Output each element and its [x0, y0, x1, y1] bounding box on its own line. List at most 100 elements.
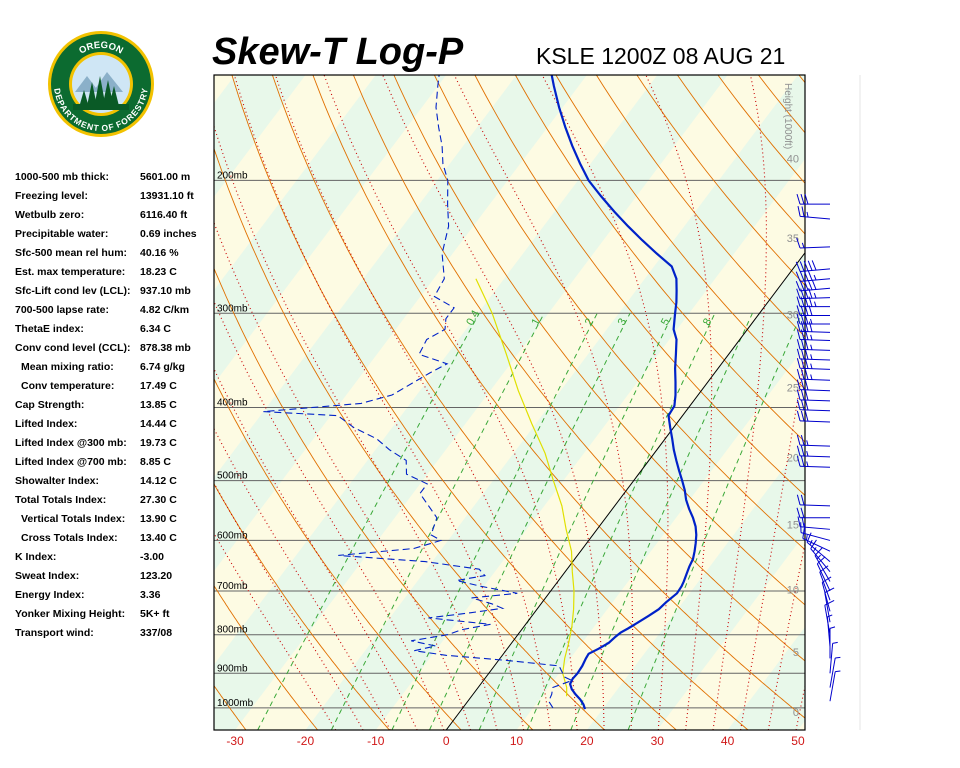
index-value: 18.23 C	[140, 266, 177, 278]
wind-barb-feather	[808, 321, 813, 332]
wind-barb	[829, 626, 836, 659]
mixing-ratio-label: 2	[583, 317, 596, 328]
dry-adiabat	[393, 75, 805, 606]
wind-barb-feather	[800, 399, 805, 411]
index-value: 0.69 inches	[140, 228, 197, 240]
wind-barb-feather	[796, 321, 801, 332]
dry-adiabat	[352, 75, 805, 662]
wind-barb-feather	[800, 358, 805, 369]
index-row: Sfc-Lift cond lev (LCL): 937.10 mb	[15, 282, 215, 301]
dewpoint-trace	[263, 75, 574, 709]
index-row: Precipitable water: 0.69 inches	[15, 225, 215, 244]
wind-barb-feather	[797, 206, 801, 217]
x-tick-label: 0	[443, 734, 450, 748]
wind-barb-feather	[824, 587, 835, 594]
wind-barb-half-feather	[829, 626, 836, 629]
isotherm-band	[305, 75, 805, 730]
wind-barb	[796, 313, 830, 325]
index-value: 6.34 C	[140, 323, 171, 335]
wind-barb-feather	[796, 389, 801, 401]
wind-barb-half-feather	[805, 534, 808, 541]
wind-barb-feather	[796, 313, 801, 325]
wind-barb-feather	[804, 329, 809, 340]
index-label: Showalter Index:	[15, 475, 100, 487]
index-label: Lifted Index:	[15, 418, 78, 430]
wind-barb	[819, 565, 831, 601]
index-row: Sweat Index: 123.20	[15, 567, 215, 586]
dry-adiabat	[433, 75, 805, 551]
wind-barb	[829, 670, 841, 702]
index-row: Conv temperature: 17.49 C	[15, 377, 215, 396]
dry-adiabat	[214, 377, 462, 730]
wind-barb-staff	[829, 643, 834, 674]
wind-barb-staff	[800, 297, 831, 300]
wind-barb-staff	[800, 378, 831, 381]
height-tick-label: 5	[793, 647, 799, 659]
index-label: Sfc-Lift cond lev (LCL):	[15, 285, 131, 297]
index-label: 1000-500 mb thick:	[15, 171, 109, 183]
wind-barb-half-feather	[810, 363, 813, 369]
index-label: Lifted Index @300 mb:	[15, 437, 127, 449]
wind-barb-feather	[824, 600, 835, 606]
mixing-ratio-line	[627, 313, 803, 730]
moist-adiabat	[214, 124, 498, 730]
wind-barb-feather	[800, 305, 805, 316]
index-value: 17.49 C	[140, 380, 177, 392]
station-header: KSLE 1200Z 08 AUG 21	[536, 43, 786, 69]
wind-barb-feather	[799, 261, 805, 272]
wind-barb-feather	[797, 516, 801, 527]
wind-barb-staff	[824, 592, 831, 623]
index-label: Cross Totals Index:	[21, 532, 118, 544]
wind-barb-feather	[796, 296, 801, 307]
wind-barb	[797, 516, 831, 530]
wind-barb	[795, 260, 831, 272]
index-value: 5K+ ft	[140, 608, 170, 620]
index-label: Precipitable water:	[15, 228, 109, 240]
index-label: K Index:	[15, 551, 57, 563]
wind-barb-staff	[800, 215, 831, 220]
wind-barb-feather	[800, 339, 805, 350]
wind-barb-feather	[796, 507, 801, 518]
index-row: Cap Strength: 13.85 C	[15, 396, 215, 415]
index-row: Wetbulb zero: 6116.40 ft	[15, 206, 215, 225]
wind-barb-half-feather	[813, 292, 817, 299]
wind-barb-half-feather	[806, 440, 809, 446]
wind-barb-feather	[810, 539, 817, 549]
wind-barb-half-feather	[810, 374, 813, 380]
dry-adiabat	[0, 75, 174, 730]
wind-barb-half-feather	[835, 656, 841, 659]
wind-barb	[796, 288, 831, 300]
dry-adiabat	[839, 75, 960, 730]
index-row: K Index: -3.00	[15, 548, 215, 567]
index-row: Lifted Index @300 mb: 19.73 C	[15, 434, 215, 453]
dry-adiabat	[214, 684, 247, 730]
logo-top-text: OREGON	[77, 40, 125, 57]
index-row: 700-500 lapse rate: 4.82 C/km	[15, 301, 215, 320]
wind-barb-half-feather	[814, 301, 817, 307]
wind-barb-staff	[800, 330, 831, 333]
wind-barb-feather	[800, 321, 805, 332]
wind-barb-staff	[816, 563, 831, 592]
wind-barb-half-feather	[810, 334, 813, 341]
index-label: Wetbulb zero:	[15, 209, 85, 221]
wind-barb	[796, 445, 831, 458]
wind-barb-feather	[796, 193, 801, 205]
dry-adiabat	[474, 75, 805, 497]
wind-barb-feather	[800, 288, 805, 299]
pressure-level-label: 400mb	[217, 398, 248, 409]
wind-barb-feather	[795, 261, 801, 272]
wind-barb-staff	[814, 555, 831, 582]
wind-barb	[829, 641, 838, 674]
wind-barb-feather	[816, 556, 826, 565]
mixing-ratio-line	[391, 313, 598, 730]
wind-barb	[796, 296, 830, 308]
wind-barb-feather	[803, 280, 809, 291]
index-row: Cross Totals Index: 13.40 C	[15, 529, 215, 548]
pressure-level-label: 200mb	[217, 170, 248, 181]
x-tick-label: 40	[721, 734, 735, 748]
wind-barb-feather	[808, 305, 813, 316]
wind-barb-feather	[804, 193, 809, 205]
index-label: ThetaE index:	[15, 323, 84, 335]
index-row: Mean mixing ratio: 6.74 g/kg	[15, 358, 215, 377]
index-row: Est. max temperature: 18.23 C	[15, 263, 215, 282]
